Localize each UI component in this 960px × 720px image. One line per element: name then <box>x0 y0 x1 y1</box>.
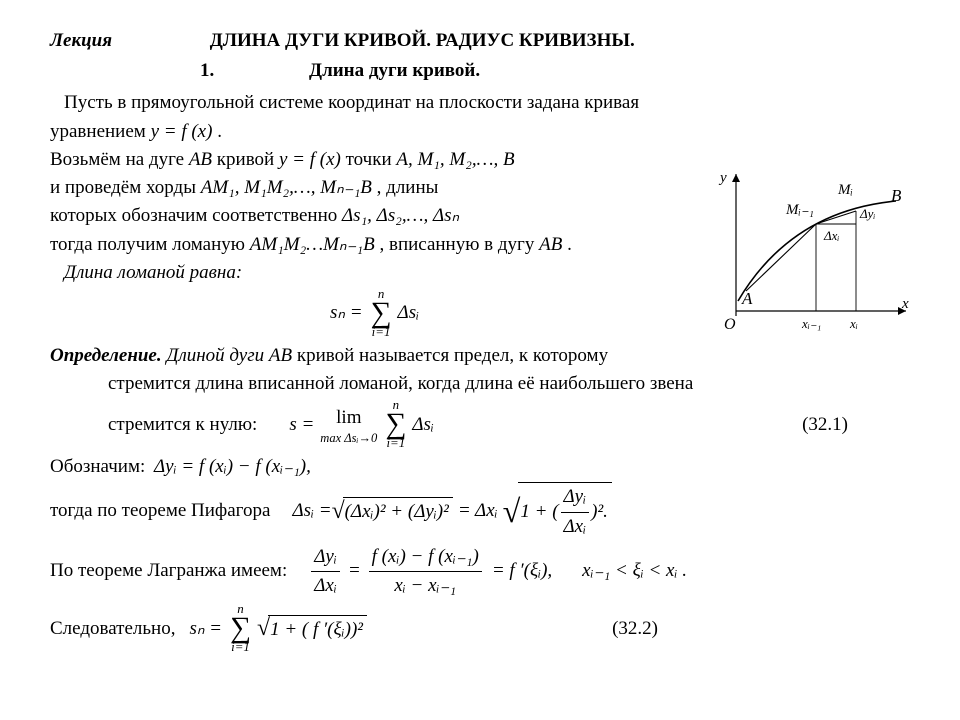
eq-tag-32-2: (32.2) <box>612 616 658 642</box>
svg-text:Mᵢ: Mᵢ <box>837 182 853 198</box>
arc-length-figure: y x O A B Mᵢ₋₁ Mᵢ Δxᵢ Δyᵢ xᵢ₋₁ xᵢ <box>706 166 916 346</box>
svg-text:y: y <box>718 170 727 186</box>
title: ДЛИНА ДУГИ КРИВОЙ. РАДИУС КРИВИЗНЫ. <box>210 30 635 51</box>
para-lagrange: По теореме Лагранжа имеем: ΔyᵢΔxᵢ = f (x… <box>50 544 918 599</box>
svg-text:A: A <box>741 289 753 308</box>
svg-text:Mᵢ₋₁: Mᵢ₋₁ <box>785 202 814 218</box>
definition-line1: Определение. Длиной дуги AB кривой назыв… <box>50 343 918 369</box>
svg-text:x: x <box>901 296 909 312</box>
svg-text:xᵢ₋₁: xᵢ₋₁ <box>801 316 821 331</box>
definition-line2: стремится длина вписанной ломаной, когда… <box>108 371 918 397</box>
definition-line3: стремится к нулю: s = lim max Δsᵢ→0 n ∑ … <box>50 399 918 450</box>
svg-text:Δxᵢ: Δxᵢ <box>823 228 839 243</box>
svg-text:O: O <box>724 316 736 333</box>
para-consequence: Следовательно, sₙ = n ∑ i=1 √1 + ( f ′(ξ… <box>50 603 918 654</box>
eq-tag-32-1: (32.1) <box>802 412 848 438</box>
section-number: 1. <box>200 60 214 81</box>
para-intro-2: уравнением y = f (x) . <box>50 119 918 145</box>
para-intro-1: Пусть в прямоугольной системе координат … <box>50 90 918 116</box>
lecture-label: Лекция <box>50 28 205 54</box>
para-pythagoras: тогда по теореме Пифагора Δsᵢ = √(Δxᵢ)² … <box>50 482 918 539</box>
svg-text:xᵢ: xᵢ <box>849 316 858 331</box>
svg-text:Δyᵢ: Δyᵢ <box>859 206 875 221</box>
section-title: Длина дуги кривой. <box>309 60 480 81</box>
svg-text:B: B <box>891 186 902 205</box>
para-denote-dy: Обозначим: Δyᵢ = f (xᵢ) − f (xᵢ₋₁), <box>50 454 918 480</box>
